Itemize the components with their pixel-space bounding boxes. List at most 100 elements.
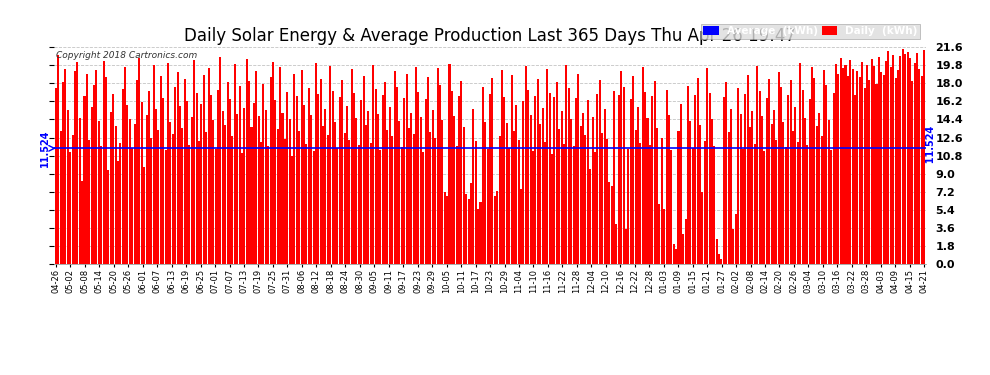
Bar (132, 148, 134, 264)
Bar (69, 152, 71, 264)
Bar (738, 88, 740, 264)
Bar (924, 50, 926, 264)
Bar (313, 151, 315, 264)
Bar (570, 119, 572, 264)
Bar (656, 129, 658, 264)
Bar (176, 72, 178, 264)
Bar (542, 108, 544, 264)
Bar (418, 92, 420, 264)
Bar (124, 67, 126, 264)
Bar (115, 126, 117, 264)
Bar (330, 66, 332, 264)
Bar (875, 84, 877, 264)
Bar (763, 151, 765, 264)
Bar (129, 119, 131, 264)
Bar (596, 94, 598, 264)
Bar (515, 105, 518, 264)
Bar (437, 68, 439, 264)
Bar (780, 87, 782, 264)
Bar (406, 74, 408, 264)
Bar (873, 66, 875, 264)
Bar (871, 59, 873, 264)
Bar (220, 57, 222, 264)
Bar (544, 141, 545, 264)
Bar (909, 58, 911, 264)
Bar (353, 93, 355, 264)
Bar (675, 249, 677, 264)
Bar (558, 129, 560, 264)
Bar (198, 141, 200, 264)
Bar (916, 53, 918, 264)
Bar (692, 148, 694, 264)
Bar (148, 91, 149, 264)
Bar (298, 132, 300, 264)
Bar (861, 62, 863, 264)
Bar (339, 97, 341, 264)
Bar (482, 87, 484, 264)
Bar (685, 219, 687, 264)
Bar (291, 156, 293, 264)
Bar (372, 65, 374, 264)
Bar (804, 118, 806, 264)
Bar (365, 125, 367, 264)
Bar (833, 93, 835, 264)
Bar (616, 224, 618, 264)
Bar (523, 101, 525, 264)
Bar (139, 58, 141, 264)
Bar (592, 117, 594, 264)
Bar (442, 120, 444, 264)
Bar (320, 79, 322, 264)
Bar (687, 86, 689, 264)
Bar (423, 152, 425, 264)
Bar (823, 70, 825, 264)
Bar (462, 128, 465, 264)
Bar (382, 95, 384, 264)
Bar (467, 199, 469, 264)
Bar (697, 78, 699, 264)
Bar (315, 63, 317, 264)
Bar (386, 130, 388, 264)
Bar (611, 186, 613, 264)
Bar (389, 107, 391, 264)
Bar (553, 97, 555, 264)
Bar (225, 125, 227, 264)
Bar (269, 77, 271, 264)
Bar (835, 64, 837, 264)
Bar (286, 92, 288, 264)
Bar (425, 99, 427, 264)
Bar (723, 97, 725, 264)
Bar (537, 79, 539, 264)
Bar (709, 93, 711, 264)
Bar (782, 122, 784, 264)
Bar (374, 89, 376, 264)
Bar (604, 109, 606, 264)
Bar (342, 80, 344, 264)
Bar (152, 65, 154, 264)
Bar (435, 138, 437, 264)
Bar (415, 67, 417, 264)
Legend: Average  (kWh), Daily  (kWh): Average (kWh), Daily (kWh) (701, 24, 921, 39)
Bar (680, 104, 682, 264)
Bar (670, 150, 672, 264)
Bar (730, 109, 732, 264)
Bar (458, 96, 460, 264)
Bar (814, 78, 816, 264)
Bar (444, 192, 446, 264)
Bar (761, 116, 763, 264)
Bar (840, 58, 842, 264)
Bar (653, 81, 655, 264)
Bar (446, 196, 448, 264)
Bar (193, 60, 195, 264)
Bar (589, 169, 591, 264)
Bar (196, 93, 198, 264)
Bar (618, 95, 620, 264)
Bar (410, 113, 413, 264)
Bar (250, 128, 252, 264)
Bar (379, 150, 381, 264)
Bar (892, 55, 894, 264)
Bar (460, 81, 462, 264)
Bar (826, 85, 828, 264)
Bar (858, 77, 861, 264)
Bar (746, 75, 748, 264)
Bar (520, 189, 522, 264)
